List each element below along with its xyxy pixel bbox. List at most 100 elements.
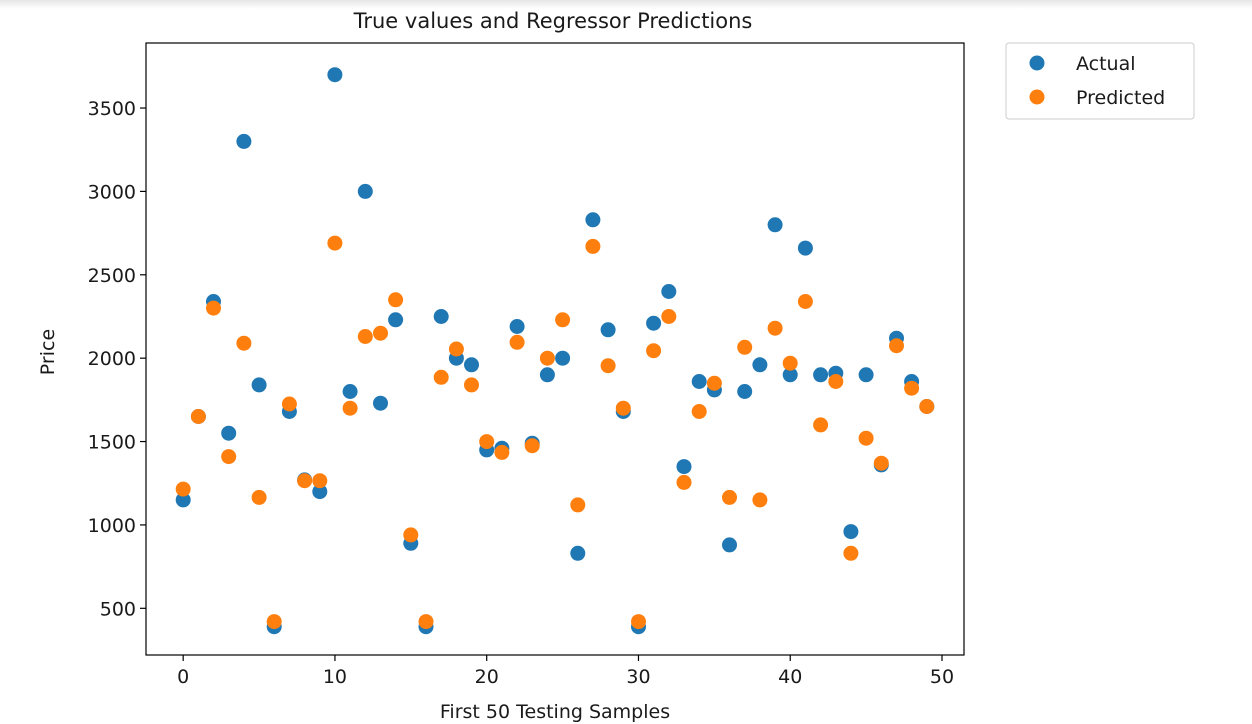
point-predicted-18 — [448, 341, 464, 357]
point-actual-27 — [585, 212, 601, 228]
point-predicted-21 — [494, 444, 510, 460]
data-points — [175, 67, 935, 635]
axis-ticks: 0 10 20 30 40 50 500 1000 1500 2000 2500 3000 3500 — [88, 98, 954, 688]
point-actual-37 — [737, 384, 753, 399]
y-tick-label-2500: 2500 — [88, 265, 136, 287]
point-predicted-27 — [585, 238, 601, 254]
point-actual-12 — [357, 183, 373, 199]
x-tick-label-20: 20 — [475, 666, 499, 688]
point-predicted-2 — [206, 300, 221, 316]
point-actual-25 — [555, 350, 571, 366]
y-tick-label-1500: 1500 — [88, 432, 136, 454]
chart-title: True values and Regressor Predictions — [353, 9, 753, 33]
point-actual-40 — [782, 367, 798, 383]
top-shade — [0, 0, 1252, 9]
x-axis-label: First 50 Testing Samples — [440, 701, 670, 723]
point-predicted-36 — [722, 489, 737, 505]
point-actual-38 — [752, 357, 768, 373]
point-predicted-14 — [388, 292, 404, 308]
point-predicted-11 — [342, 400, 358, 416]
point-predicted-28 — [600, 358, 616, 374]
point-predicted-43 — [828, 374, 844, 389]
point-predicted-42 — [813, 417, 829, 433]
point-actual-3 — [221, 425, 237, 441]
point-actual-5 — [251, 377, 267, 393]
point-predicted-10 — [327, 235, 343, 251]
legend-marker-predicted — [1029, 89, 1045, 105]
point-predicted-17 — [433, 369, 449, 385]
y-tick-label-3500: 3500 — [88, 98, 136, 120]
point-predicted-25 — [555, 312, 571, 328]
point-predicted-23 — [524, 438, 540, 454]
y-tick-label-3000: 3000 — [88, 181, 136, 203]
point-predicted-4 — [236, 335, 252, 351]
x-tick-label-50: 50 — [930, 666, 954, 688]
y-tick-label-1000: 1000 — [88, 515, 136, 537]
point-predicted-22 — [509, 334, 525, 350]
point-actual-36 — [722, 537, 737, 553]
point-actual-0 — [175, 492, 191, 508]
plot-frame — [145, 42, 965, 656]
point-actual-44 — [843, 524, 859, 540]
point-predicted-41 — [797, 294, 813, 309]
y-tick-label-500: 500 — [100, 598, 136, 620]
point-predicted-49 — [919, 399, 935, 414]
point-actual-41 — [797, 240, 813, 256]
point-predicted-32 — [661, 309, 677, 324]
point-predicted-9 — [312, 473, 328, 489]
point-actual-4 — [236, 133, 252, 149]
point-actual-19 — [464, 357, 479, 373]
point-predicted-45 — [858, 430, 874, 446]
point-predicted-8 — [297, 473, 313, 489]
point-actual-24 — [539, 367, 555, 383]
point-predicted-13 — [373, 325, 388, 341]
point-predicted-30 — [631, 614, 646, 630]
point-predicted-35 — [706, 375, 722, 391]
legend: Actual Predicted — [1005, 42, 1195, 120]
point-predicted-16 — [418, 614, 434, 630]
point-actual-42 — [813, 367, 829, 383]
point-actual-33 — [676, 459, 692, 475]
point-predicted-37 — [737, 339, 753, 355]
point-actual-26 — [570, 545, 586, 561]
point-predicted-7 — [281, 396, 297, 412]
point-predicted-6 — [266, 614, 282, 630]
legend-label-actual: Actual — [1076, 53, 1136, 75]
point-predicted-46 — [873, 455, 889, 471]
point-actual-14 — [388, 312, 404, 328]
legend-box — [1005, 42, 1195, 120]
point-predicted-5 — [251, 489, 267, 505]
point-predicted-39 — [767, 320, 783, 336]
x-tick-label-30: 30 — [626, 666, 650, 688]
point-actual-28 — [600, 322, 616, 338]
point-predicted-3 — [221, 449, 237, 465]
y-tick-label-2000: 2000 — [88, 348, 136, 370]
point-actual-34 — [691, 374, 707, 389]
x-tick-label-40: 40 — [778, 666, 802, 688]
point-predicted-34 — [691, 404, 707, 419]
point-predicted-38 — [752, 492, 768, 508]
point-predicted-31 — [646, 343, 662, 359]
point-actual-32 — [661, 284, 677, 299]
point-actual-45 — [858, 367, 874, 383]
x-tick-label-0: 0 — [177, 666, 189, 688]
point-predicted-33 — [676, 474, 692, 490]
point-actual-10 — [327, 67, 343, 83]
point-predicted-26 — [570, 497, 586, 513]
point-actual-17 — [433, 309, 449, 324]
point-predicted-15 — [403, 527, 419, 543]
point-predicted-19 — [464, 377, 479, 393]
point-actual-13 — [373, 395, 388, 411]
point-predicted-0 — [175, 481, 191, 497]
point-predicted-44 — [843, 545, 859, 561]
point-predicted-29 — [615, 400, 631, 416]
y-axis-label: Price — [37, 329, 59, 375]
point-actual-9 — [312, 484, 328, 500]
point-predicted-24 — [539, 350, 555, 366]
legend-label-predicted: Predicted — [1076, 87, 1165, 109]
legend-marker-actual — [1029, 55, 1045, 71]
x-tick-label-10: 10 — [323, 666, 347, 688]
point-actual-31 — [646, 315, 662, 331]
point-predicted-47 — [889, 338, 904, 354]
